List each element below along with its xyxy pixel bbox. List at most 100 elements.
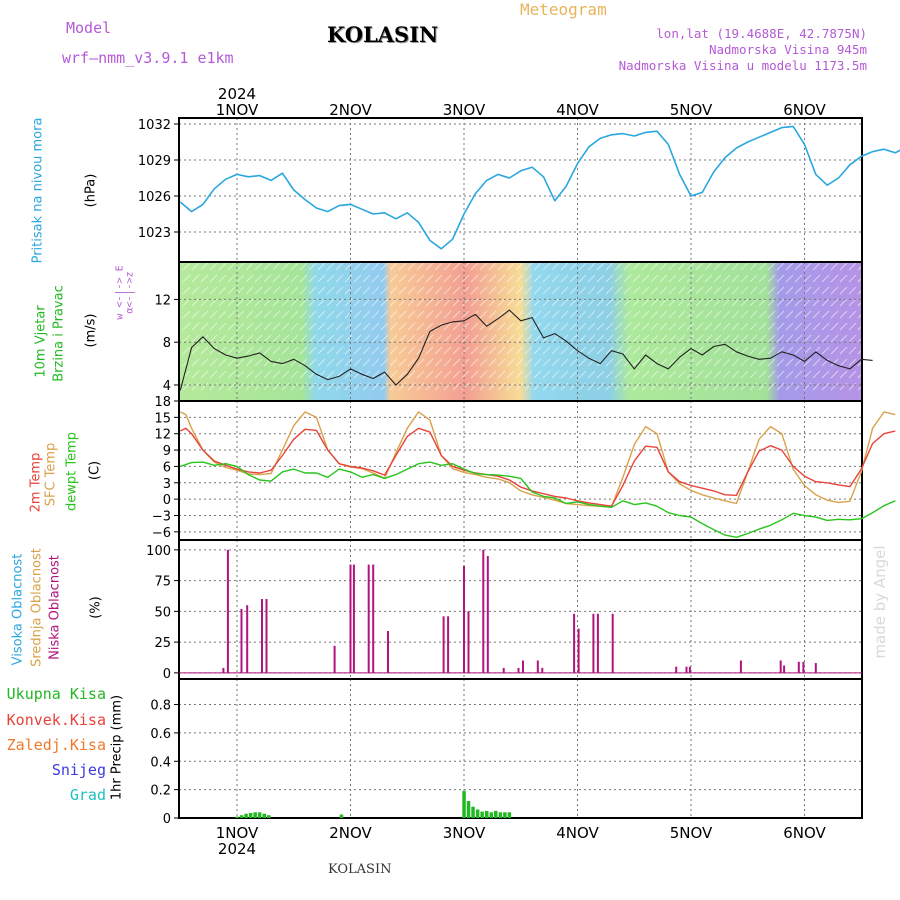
wind-barb bbox=[470, 334, 479, 343]
wind-barb bbox=[497, 286, 506, 295]
wind-barb bbox=[731, 382, 740, 391]
wind-barb bbox=[353, 358, 362, 367]
cloud-panel-frame bbox=[178, 539, 863, 680]
wind-barb bbox=[380, 298, 389, 307]
wind-barb bbox=[281, 370, 290, 379]
wind-barb bbox=[623, 298, 632, 307]
bottom-day-label: 3NOV bbox=[443, 824, 486, 842]
wind-barb bbox=[272, 310, 281, 319]
wind-barb bbox=[758, 322, 767, 331]
wind-barb bbox=[668, 322, 677, 331]
precip-total-bar bbox=[257, 812, 262, 818]
wind-barb bbox=[668, 370, 677, 379]
wind-barb bbox=[425, 286, 434, 295]
wind-barb bbox=[776, 370, 785, 379]
wind-barb bbox=[371, 274, 380, 283]
wind-barb bbox=[686, 286, 695, 295]
wind-barb bbox=[362, 334, 371, 343]
wind-barb bbox=[767, 274, 776, 283]
wind-barb bbox=[551, 274, 560, 283]
wind-barb bbox=[380, 310, 389, 319]
wind-barb bbox=[596, 382, 605, 391]
wind-barb bbox=[371, 322, 380, 331]
wind-barb bbox=[794, 262, 803, 271]
wind-barb bbox=[569, 370, 578, 379]
wind-barb bbox=[677, 298, 686, 307]
wind-barb bbox=[416, 310, 425, 319]
wind-barb bbox=[794, 334, 803, 343]
wind-barb bbox=[704, 370, 713, 379]
wind-barb bbox=[389, 298, 398, 307]
wind-barb bbox=[488, 274, 497, 283]
wind-barb bbox=[470, 262, 479, 271]
wind-barb bbox=[281, 298, 290, 307]
wind-barb bbox=[659, 298, 668, 307]
wind-barb bbox=[407, 370, 416, 379]
temperature-panel-frame bbox=[178, 400, 863, 541]
wind-barb bbox=[515, 358, 524, 367]
wind-barb bbox=[803, 370, 812, 379]
wind-barb bbox=[614, 382, 623, 391]
wind-barb bbox=[848, 358, 857, 367]
wind-barb bbox=[488, 322, 497, 331]
wind-barb bbox=[695, 274, 704, 283]
wind-barb bbox=[407, 274, 416, 283]
wind-barb bbox=[515, 322, 524, 331]
wind-barb bbox=[380, 334, 389, 343]
wind-barb bbox=[731, 370, 740, 379]
wind-barb bbox=[362, 370, 371, 379]
wind-barb bbox=[551, 370, 560, 379]
wind-barb bbox=[848, 286, 857, 295]
wind-barb bbox=[758, 382, 767, 391]
wind-barb bbox=[659, 322, 668, 331]
wind-barb bbox=[650, 322, 659, 331]
cloud-low-bar bbox=[349, 564, 352, 673]
wind-barb bbox=[479, 322, 488, 331]
wind-barb bbox=[200, 322, 209, 331]
wind-barb bbox=[371, 298, 380, 307]
wind-barb bbox=[839, 310, 848, 319]
wind-barb bbox=[299, 286, 308, 295]
cloud-low-bar bbox=[675, 666, 678, 673]
cloud-low-bar bbox=[541, 667, 544, 673]
wind-barb bbox=[389, 286, 398, 295]
wind-barb bbox=[776, 274, 785, 283]
wind-barb bbox=[542, 286, 551, 295]
wind-barb bbox=[695, 262, 704, 271]
wind-barb bbox=[704, 310, 713, 319]
wind-barb bbox=[227, 286, 236, 295]
wind-barb bbox=[434, 274, 443, 283]
precip-total-bar bbox=[466, 801, 471, 818]
wind-barb bbox=[227, 310, 236, 319]
precip-total-bar bbox=[248, 813, 253, 818]
y-tick-label: 9 bbox=[163, 444, 171, 459]
wind-barb bbox=[281, 286, 290, 295]
wind-barb bbox=[380, 346, 389, 355]
wind-barb bbox=[785, 286, 794, 295]
wind-barb bbox=[533, 298, 542, 307]
wind-barb bbox=[650, 310, 659, 319]
wind-barb bbox=[623, 334, 632, 343]
wind-barb bbox=[479, 346, 488, 355]
wind-barb bbox=[830, 382, 839, 391]
wind-barb bbox=[209, 298, 218, 307]
wind-barb bbox=[794, 286, 803, 295]
cloud-low-bar bbox=[447, 616, 450, 673]
wind-barb bbox=[794, 298, 803, 307]
wind-barb bbox=[218, 358, 227, 367]
wind-barb bbox=[749, 370, 758, 379]
wind-barb bbox=[236, 274, 245, 283]
wind-barb bbox=[344, 382, 353, 391]
wind-barb bbox=[425, 358, 434, 367]
wind-barb bbox=[614, 346, 623, 355]
wind-barb bbox=[272, 346, 281, 355]
wind-barb bbox=[479, 382, 488, 391]
wind-barb bbox=[839, 358, 848, 367]
sfc-temp-line bbox=[179, 411, 896, 508]
wind-barb bbox=[551, 382, 560, 391]
wind-barb bbox=[218, 262, 227, 271]
wind-barb bbox=[488, 346, 497, 355]
wind-barb bbox=[245, 310, 254, 319]
wind-barb bbox=[605, 382, 614, 391]
wind-barb bbox=[569, 262, 578, 271]
